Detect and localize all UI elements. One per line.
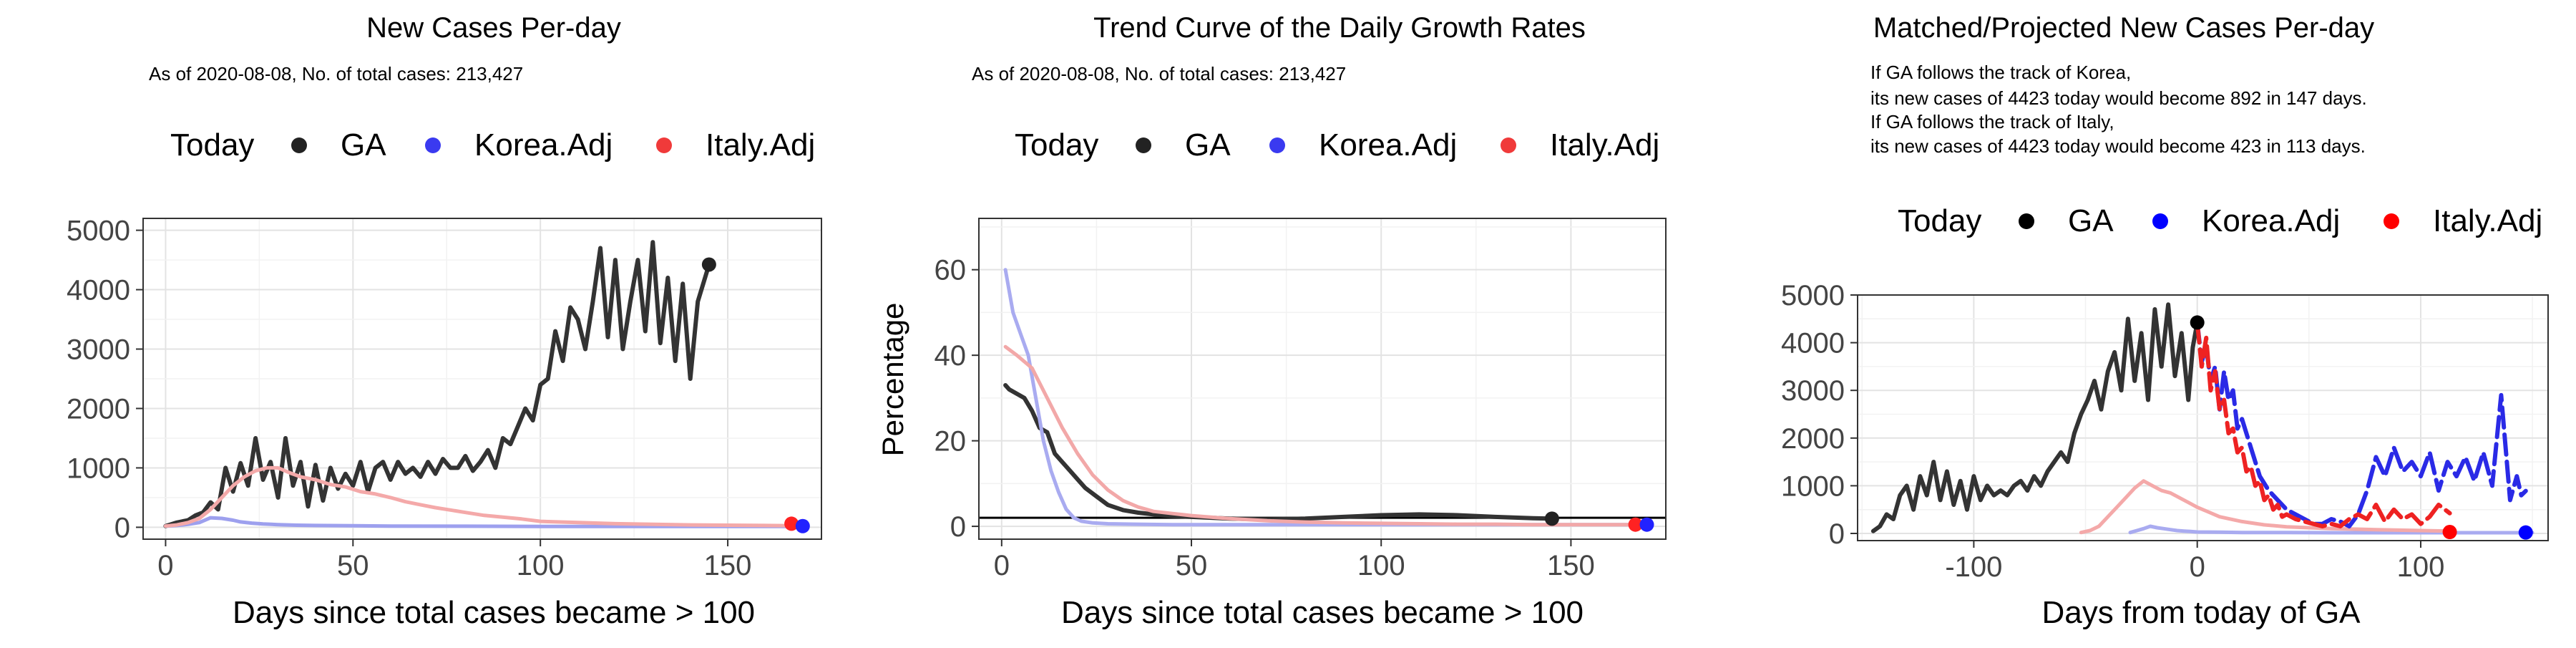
legend-key-italy xyxy=(2384,213,2399,229)
projection-note-2: its new cases of 4423 today would become… xyxy=(1870,87,2367,109)
y-tick-label: 60 xyxy=(935,255,967,286)
x-tick-label: 100 xyxy=(517,550,565,581)
today-point-italy-adj xyxy=(784,516,799,531)
x-tick-label: 0 xyxy=(157,550,173,581)
today-point-korea-adj xyxy=(1639,517,1654,532)
projection-note-4: its new cases of 4423 today would become… xyxy=(1870,135,2366,157)
x-axis-label: Days since total cases became > 100 xyxy=(233,595,755,630)
x-tick-label: 0 xyxy=(994,550,1010,581)
plot-content xyxy=(1858,294,2548,541)
legend-label-ga: GA xyxy=(2068,203,2114,238)
y-tick-label: 4000 xyxy=(67,275,130,306)
legend-title: Today xyxy=(1015,127,1098,163)
chart-title: Trend Curve of the Daily Growth Rates xyxy=(1093,12,1586,44)
legend-label-ga: GA xyxy=(1185,127,1231,163)
x-tick-label: -100 xyxy=(1945,551,2002,583)
series-line-italy-adj xyxy=(2079,479,2452,535)
x-axis-label: Days from today of GA xyxy=(2041,595,2361,630)
x-axis-label: Days since total cases became > 100 xyxy=(1061,595,1584,630)
plot-border xyxy=(142,218,822,540)
legend: Today GA Korea.Adj Italy.Adj xyxy=(1015,127,1659,163)
legend-key-italy xyxy=(656,137,672,153)
y-tick-label: 0 xyxy=(1829,518,1845,550)
legend-label-korea: Korea.Adj xyxy=(2202,203,2340,238)
series-line-italy-adj-projected xyxy=(2195,320,2452,528)
today-point-korea-adj xyxy=(2518,525,2533,540)
series-line-korea-adj xyxy=(163,516,805,528)
today-point-ga xyxy=(701,257,716,272)
today-point-italy-adj xyxy=(2442,525,2457,540)
series-line-italy-adj xyxy=(1003,344,1638,527)
y-tick-label: 40 xyxy=(935,340,967,372)
legend-key-italy xyxy=(1501,137,1516,153)
legend-label-korea: Korea.Adj xyxy=(474,127,613,163)
y-tick-label: 4000 xyxy=(1781,328,1845,359)
legend-title: Today xyxy=(1898,203,1981,238)
plot-border xyxy=(1857,294,2549,541)
chart-subtitle: As of 2020-08-08, No. of total cases: 21… xyxy=(972,63,1346,84)
projection-note-3: If GA follows the track of Italy, xyxy=(1870,111,2114,132)
series-line-ga xyxy=(163,240,711,528)
plot-border xyxy=(978,218,1667,540)
x-tick-label: 150 xyxy=(1547,550,1595,581)
y-tick-label: 2000 xyxy=(1781,423,1845,455)
y-tick-label: 5000 xyxy=(67,216,130,247)
plot-area xyxy=(1858,295,2548,541)
today-point-ga xyxy=(2190,315,2205,330)
legend-label-italy: Italy.Adj xyxy=(706,127,815,163)
x-tick-label: 150 xyxy=(704,550,752,581)
series-line-italy-adj xyxy=(163,465,794,528)
legend-key-ga xyxy=(2019,213,2034,229)
y-axis-label: Percentage xyxy=(876,303,909,457)
series-line-ga xyxy=(1003,383,1554,522)
chart-title: New Cases Per-day xyxy=(366,12,621,44)
y-tick-label: 1000 xyxy=(1781,470,1845,502)
x-tick-label: 0 xyxy=(2190,551,2205,583)
chart-panel-2: Trend Curve of the Daily Growth Rates As… xyxy=(876,12,1667,630)
today-point-korea-adj xyxy=(795,518,810,533)
today-point-ga xyxy=(1544,511,1559,526)
x-tick-label: 100 xyxy=(1357,550,1405,581)
y-tick-label: 2000 xyxy=(67,393,130,425)
projection-note-1: If GA follows the track of Korea, xyxy=(1870,62,2131,83)
x-tick-label: 50 xyxy=(1176,550,1208,581)
x-tick-label: 50 xyxy=(337,550,369,581)
y-tick-label: 5000 xyxy=(1781,280,1845,311)
plot-area xyxy=(979,218,1666,539)
y-tick-label: 3000 xyxy=(67,334,130,366)
legend-key-ga xyxy=(1136,137,1151,153)
legend-label-italy: Italy.Adj xyxy=(1550,127,1659,163)
y-tick-label: 0 xyxy=(114,512,130,543)
legend-label-ga: GA xyxy=(341,127,386,163)
legend-key-korea xyxy=(2152,213,2168,229)
chart-subtitle: As of 2020-08-08, No. of total cases: 21… xyxy=(149,63,523,84)
legend-key-korea xyxy=(1269,137,1285,153)
y-tick-label: 1000 xyxy=(67,453,130,484)
legend-label-italy: Italy.Adj xyxy=(2433,203,2542,238)
legend-title: Today xyxy=(170,127,254,163)
legend-key-ga xyxy=(291,137,307,153)
legend: Today GA Korea.Adj Italy.Adj xyxy=(1898,203,2542,238)
today-point-italy-adj xyxy=(1628,517,1643,532)
x-tick-label: 100 xyxy=(2397,551,2445,583)
y-tick-label: 0 xyxy=(950,511,966,543)
y-tick-label: 20 xyxy=(935,426,967,458)
series-line-korea-adj xyxy=(2128,524,2534,535)
chart-panel-1: New Cases Per-day As of 2020-08-08, No. … xyxy=(114,12,822,630)
plot-content xyxy=(143,218,822,539)
series-line-ga xyxy=(1870,302,2200,533)
legend-label-korea: Korea.Adj xyxy=(1319,127,1457,163)
y-tick-label: 3000 xyxy=(1781,375,1845,407)
chart-panel-3: Matched/Projected New Cases Per-day If G… xyxy=(1857,12,2549,630)
chart-title: Matched/Projected New Cases Per-day xyxy=(1873,12,2374,44)
legend: Today GA Korea.Adj Italy.Adj xyxy=(170,127,815,163)
legend-key-korea xyxy=(425,137,441,153)
